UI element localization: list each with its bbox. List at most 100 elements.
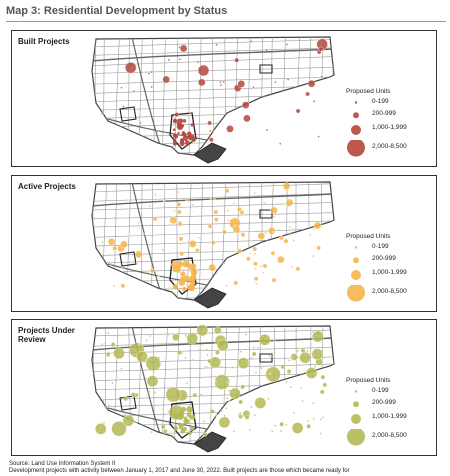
- development-dot: [148, 334, 152, 338]
- development-dot: [251, 351, 257, 357]
- development-dot: [182, 119, 187, 123]
- development-dot: [248, 252, 252, 255]
- development-dot: [101, 240, 104, 244]
- development-dot: [95, 423, 107, 435]
- active-projects-panel: Active Projects Proposed Units 0-199 200-9…: [11, 175, 437, 312]
- development-dot: [145, 355, 162, 372]
- development-dot: [285, 380, 288, 384]
- development-dot: [312, 228, 315, 231]
- development-dot: [147, 72, 151, 75]
- development-dot: [105, 352, 111, 357]
- development-dot: [224, 407, 228, 410]
- development-dot: [101, 112, 104, 115]
- development-dot: [260, 366, 263, 370]
- development-dot: [252, 246, 258, 252]
- legend-built: Proposed Units 0-199 200-999 1,000-1,999 2,0…: [346, 88, 416, 158]
- development-dot: [146, 270, 150, 274]
- development-dot: [204, 365, 207, 369]
- development-dot: [137, 344, 141, 347]
- development-dot: [312, 100, 316, 103]
- development-dot: [307, 79, 316, 88]
- legend-active: Proposed Units 0-199 200-999 1,000-1,999 2,0…: [346, 233, 416, 303]
- development-dot: [254, 267, 257, 271]
- development-dot: [184, 140, 190, 146]
- development-dot: [167, 332, 170, 336]
- legend-swatch: [353, 112, 359, 119]
- development-dot: [226, 125, 234, 133]
- development-dot: [209, 408, 215, 414]
- development-dot: [156, 129, 159, 133]
- development-dot: [186, 264, 190, 268]
- development-dot: [190, 426, 195, 431]
- development-dot: [167, 410, 170, 413]
- development-dot: [206, 353, 209, 357]
- development-dot: [182, 286, 187, 292]
- development-dot: [190, 280, 196, 286]
- development-dot: [162, 199, 166, 203]
- development-dot: [123, 412, 127, 416]
- legend-item: 0-199: [346, 98, 416, 118]
- legend-item: 2,000-8,500: [346, 429, 416, 449]
- development-dot: [212, 129, 215, 132]
- development-dot: [240, 384, 246, 390]
- development-dot: [179, 242, 182, 246]
- legend-item: 200-999: [346, 399, 416, 419]
- development-dot: [176, 202, 182, 207]
- map-title: Map 3: Residential Development by Status: [6, 5, 228, 17]
- development-dot: [194, 248, 200, 253]
- development-dot: [273, 340, 276, 343]
- development-dot: [109, 262, 113, 265]
- development-dot: [124, 62, 137, 74]
- development-dot: [139, 121, 142, 125]
- development-dot: [176, 209, 182, 215]
- development-dot: [185, 382, 189, 385]
- development-dot: [253, 413, 256, 417]
- legend-swatch: [353, 401, 359, 408]
- development-dot: [312, 402, 315, 405]
- development-dot: [188, 240, 197, 248]
- development-dot: [227, 219, 230, 222]
- development-dot: [174, 112, 180, 118]
- development-dot: [148, 204, 152, 208]
- development-dot: [301, 399, 304, 403]
- legend-label: 1,000-1,999: [372, 269, 407, 276]
- development-dot: [177, 350, 182, 355]
- development-dot: [273, 215, 276, 218]
- development-dot: [226, 209, 230, 212]
- development-dot: [214, 414, 218, 417]
- legend-swatch: [347, 429, 365, 446]
- development-dot: [319, 432, 322, 435]
- legend-label: 2,000-8,500: [372, 288, 407, 295]
- development-dot: [120, 367, 123, 371]
- development-dot: [319, 389, 325, 395]
- development-dot: [153, 391, 157, 394]
- development-dot: [321, 416, 325, 419]
- development-dot: [290, 265, 294, 269]
- development-dot: [248, 345, 251, 349]
- development-dot: [186, 406, 193, 413]
- development-dot: [237, 80, 246, 88]
- development-dot: [177, 221, 183, 227]
- development-dot: [160, 424, 166, 430]
- development-dot: [265, 48, 268, 52]
- development-dot: [312, 417, 315, 421]
- development-dot: [178, 410, 184, 417]
- legend-swatch: [354, 101, 358, 104]
- under-review-panel: Projects Under Review Proposed Units 0-19…: [11, 319, 437, 456]
- development-dot: [136, 350, 148, 363]
- development-dot: [253, 276, 259, 282]
- development-dot: [210, 373, 213, 376]
- development-dot: [238, 414, 244, 420]
- development-dot: [213, 410, 217, 414]
- development-dot: [226, 381, 230, 384]
- development-dot: [288, 226, 292, 229]
- development-dot: [113, 347, 125, 360]
- development-dot: [172, 333, 180, 342]
- development-dot: [244, 333, 248, 336]
- development-dot: [267, 397, 270, 401]
- development-dot: [308, 233, 312, 236]
- legend-label: 200-999: [372, 399, 396, 406]
- development-dot: [219, 83, 223, 87]
- development-dot: [184, 333, 188, 336]
- development-dot: [279, 235, 284, 241]
